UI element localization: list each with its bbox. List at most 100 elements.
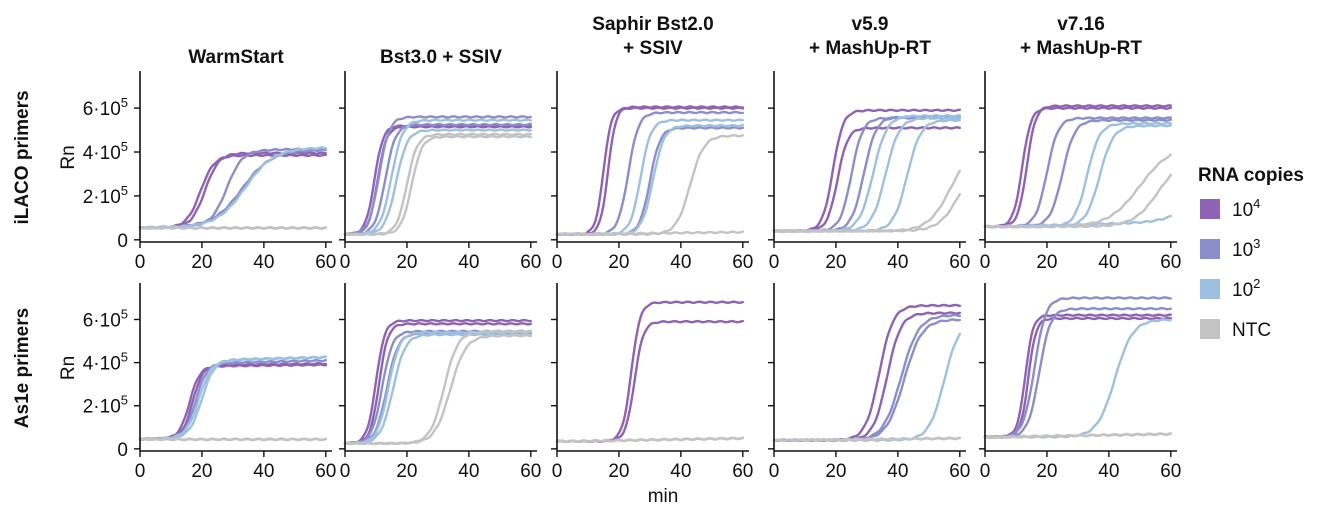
series-line-1e4	[138, 363, 328, 441]
series-line-1e2	[772, 114, 962, 233]
legend: RNA copies 104 103 102 NTC	[1198, 165, 1304, 341]
y-axis-title: Rn	[58, 356, 79, 380]
x-tick-label: 20	[191, 252, 212, 273]
y-tick-label: 0	[117, 231, 128, 252]
legend-swatch-1e2	[1200, 279, 1220, 299]
series-line-1e4	[343, 123, 533, 236]
series-line-1e3	[343, 115, 533, 236]
series-line-1e3	[772, 115, 962, 233]
column-title: v5.9 + MashUp-RT	[809, 14, 931, 59]
series-line-1e2	[343, 128, 533, 237]
series-line-1e2	[343, 118, 533, 236]
x-tick-label: 40	[1098, 461, 1119, 482]
panel: 0 20 40 60	[768, 71, 970, 273]
row-label: iLACO primers	[12, 90, 33, 224]
legend-label-NTC: NTC	[1232, 320, 1271, 341]
x-tick-label: 0	[769, 461, 780, 482]
y-tick-label: 0	[117, 440, 128, 461]
row-label: As1e primers	[12, 308, 33, 428]
x-tick-label: 0	[340, 252, 351, 273]
y-tick-label: 6·105	[83, 95, 128, 120]
x-tick-label: 0	[552, 252, 563, 273]
series-line-1e2	[772, 118, 962, 233]
x-tick-label: 20	[1036, 461, 1057, 482]
column-title: v7.16 + MashUp-RT	[1020, 14, 1142, 59]
x-tick-label: 40	[670, 252, 691, 273]
series-line-NTC	[138, 437, 328, 442]
series-line-1e4	[983, 316, 1173, 439]
panel: 0 20 40 60 0 2·105 4·105 6·105	[83, 71, 336, 273]
legend-swatch-1e3	[1200, 239, 1220, 259]
x-tick-label: 40	[1098, 252, 1119, 273]
series-line-1e2	[138, 146, 328, 230]
x-tick-label: 60	[732, 252, 753, 273]
x-tick-label: 0	[135, 252, 146, 273]
x-tick-label: 0	[135, 461, 146, 482]
x-tick-label: 0	[340, 461, 351, 482]
x-tick-label: 60	[315, 252, 336, 273]
series-line-1e3	[983, 306, 1173, 439]
series-line-1e3	[772, 116, 962, 233]
series-line-NTC	[772, 436, 962, 443]
x-tick-label: 60	[732, 461, 753, 482]
series-line-1e2	[983, 318, 1173, 439]
legend-label-1e3: 103	[1232, 236, 1260, 261]
series-line-1e3	[138, 148, 328, 230]
series-line-1e2	[138, 355, 328, 441]
x-axis-title: min	[648, 486, 679, 507]
x-tick-label: 60	[1160, 461, 1181, 482]
x-tick-label: 0	[769, 252, 780, 273]
x-tick-label: 40	[887, 461, 908, 482]
series-line-1e4	[343, 318, 533, 446]
series-line-NTC	[983, 153, 1173, 229]
y-tick-label: 4·105	[83, 139, 128, 164]
series-line-1e4	[983, 104, 1173, 229]
x-tick-label: 40	[458, 252, 479, 273]
x-tick-label: 0	[552, 461, 563, 482]
x-tick-label: 20	[396, 252, 417, 273]
y-tick-label: 4·105	[83, 350, 128, 375]
panel: 0 20 40 60	[768, 283, 970, 482]
series-line-1e3	[138, 358, 328, 441]
series-line-1e4	[983, 106, 1173, 229]
column-title: WarmStart	[188, 47, 284, 68]
series-line-1e4	[772, 126, 962, 233]
series-line-1e3	[983, 296, 1173, 439]
series-line-1e2	[772, 332, 962, 442]
x-tick-label: 0	[980, 461, 991, 482]
axis-titles: min Rn Rn	[58, 145, 678, 507]
legend-swatch-1e4	[1200, 199, 1220, 219]
series-line-NTC	[555, 230, 745, 236]
series-line-1e3	[343, 122, 533, 236]
x-tick-label: 20	[825, 252, 846, 273]
y-tick-label: 6·105	[83, 306, 128, 331]
y-tick-label: 2·105	[83, 393, 128, 418]
x-tick-label: 60	[949, 252, 970, 273]
panel: 0 20 40 60	[339, 71, 541, 273]
series-line-1e4	[555, 319, 745, 444]
x-tick-label: 0	[980, 252, 991, 273]
series-line-1e4	[343, 322, 533, 446]
legend-title: RNA copies	[1198, 165, 1304, 186]
x-tick-label: 60	[315, 461, 336, 482]
column-title: Bst3.0 + SSIV	[380, 47, 502, 68]
x-tick-label: 20	[825, 461, 846, 482]
panel: 0 20 40 60	[979, 283, 1181, 482]
series-line-1e3	[138, 147, 328, 230]
series-line-NTC	[343, 333, 533, 446]
y-tick-label: 2·105	[83, 183, 128, 208]
x-tick-label: 40	[887, 252, 908, 273]
series-line-NTC	[555, 436, 745, 444]
x-tick-label: 60	[520, 461, 541, 482]
row-labels: iLACO primers As1e primers	[12, 90, 33, 428]
x-tick-label: 20	[608, 252, 629, 273]
series-line-1e4	[983, 313, 1173, 439]
panel: 0 20 40 60	[339, 283, 541, 482]
legend-swatch-NTC	[1200, 319, 1220, 339]
x-tick-label: 60	[1160, 252, 1181, 273]
x-tick-label: 40	[253, 252, 274, 273]
x-tick-label: 40	[253, 461, 274, 482]
y-axis-title: Rn	[58, 145, 79, 169]
series-line-1e4	[138, 153, 328, 230]
